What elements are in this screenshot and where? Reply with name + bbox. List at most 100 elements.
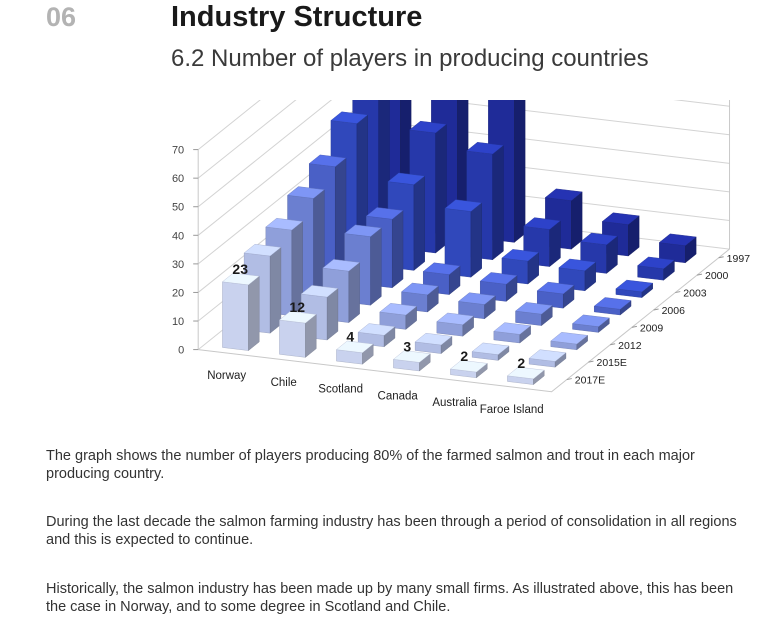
series-label: 2006 [662,305,686,317]
floor-edge [198,248,730,393]
gridline [197,100,730,208]
y-tick-label: 20 [172,287,184,299]
y-tick-label: 10 [172,316,184,328]
bar-top-face [471,342,510,355]
bar-top-face [449,360,488,373]
section-number: 06 [46,2,77,32]
bar-side-face [348,262,360,324]
y-tick-label: 50 [172,202,184,214]
series-label: 2000 [705,270,729,282]
bar-top-face [615,279,654,293]
bar-side-face [248,275,260,352]
category-label: Chile [271,377,297,389]
y-tick-label: 70 [172,145,184,157]
bar-top-face [528,349,567,362]
page-title: Industry Structure [171,1,423,33]
bar-top-face [479,272,518,285]
series-tick-mark [566,378,572,381]
data-label: 12 [289,299,305,315]
y-tick-label: 30 [172,259,184,271]
bar-top-face [357,323,396,336]
bar [444,199,483,278]
players-3d-bar-chart: 0 10 20 30 40 50 60 70 23 12 4 3 2 2 Norway Chile Scotla… [172,100,750,416]
y-tick-label: 60 [172,173,184,185]
series-tick-mark [588,360,594,363]
bar-top-face [365,207,404,220]
bar-top-face [335,340,374,353]
series-label: 2017E [575,375,605,387]
bar [528,349,567,368]
series-label: 2003 [683,288,707,300]
chart-bars [221,100,697,386]
bar-side-face [514,100,526,243]
data-label: 23 [232,261,248,277]
bar [458,292,496,320]
bar [300,285,339,341]
gridline [197,100,730,236]
bar [593,297,632,316]
bar [506,366,545,386]
bar-top-face [401,282,439,296]
data-label: 2 [517,355,525,371]
bar-top-face [387,172,426,185]
description-paragraph-3: Historically, the salmon industry has be… [46,581,734,615]
gridline [197,100,261,150]
bar-top-face [392,350,431,363]
bar-top-face [658,233,697,246]
bar-top-face [572,314,610,327]
bar-side-face [492,144,504,261]
bar [392,350,431,372]
series-tick-mark [610,343,616,346]
bar [471,342,510,361]
bar-top-face [466,142,504,155]
bar [637,256,675,281]
bar-top-face [637,256,675,269]
bar-side-face [413,175,425,271]
description-paragraph-1: The graph shows the number of players pr… [46,448,695,482]
y-axis: 0 10 20 30 40 50 60 70 [172,145,199,357]
bar-top-face [536,281,575,295]
bar-top-face [422,262,461,275]
series-tick-mark [718,256,724,259]
bar-top-face [221,272,260,286]
bar [221,272,260,352]
series-tick-mark [696,273,703,276]
bar-top-face [322,259,361,272]
bar [572,314,610,333]
bar [436,312,475,337]
bar-top-face [506,366,545,380]
series-axis: 1997 2000 2003 2006 2009 2012 2015E 2017E [566,253,750,387]
bar-top-face [436,312,475,325]
category-label: Faroe Island [480,404,544,416]
bar [515,302,553,327]
bar-side-face [571,191,583,250]
bar-top-face [409,120,447,134]
bar-top-face [515,302,553,315]
bar-top-face [243,244,282,257]
bar-top-face [601,212,640,225]
bar-top-face [501,249,540,262]
bar-top-face [265,218,304,231]
gridline [197,100,297,179]
bar-top-face [414,333,453,346]
page-subtitle: 6.2 Number of players in producing count… [171,45,649,72]
bar-top-face [308,154,347,167]
bar-top-face [278,311,317,324]
description-paragraph-2: During the last decade the salmon farmin… [46,514,737,548]
bar-side-face [370,227,382,306]
data-labels: 23 12 4 3 2 2 [232,261,525,371]
bar-top-face [593,297,632,310]
bar-top-face [444,199,483,212]
data-label: 3 [403,338,411,354]
bar-top-face [493,322,532,335]
series-tick-mark [653,308,659,311]
bar-top-face [544,188,583,201]
category-label: Australia [432,397,477,409]
bar [658,233,697,264]
series-tick-mark [631,325,637,328]
bar-side-face [392,210,404,289]
series-tick-mark [675,291,681,294]
bar-top-face [330,111,369,124]
bar-top-face [300,285,339,298]
bar [523,217,561,268]
